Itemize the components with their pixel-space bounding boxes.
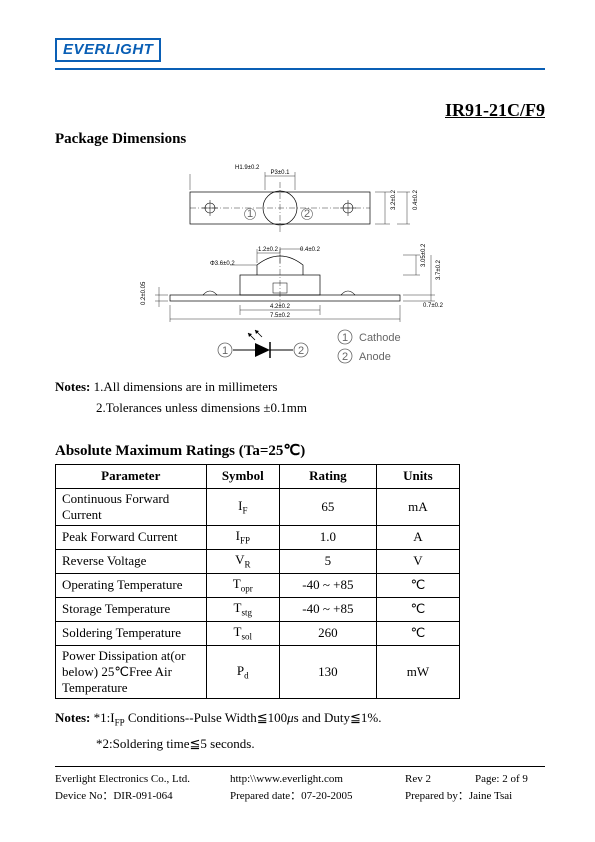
- table-row: Storage Temperature Tstg -40 ~ +85 ℃: [56, 597, 460, 621]
- svg-text:2: 2: [298, 345, 304, 357]
- anode-label: Anode: [359, 351, 391, 363]
- svg-text:2: 2: [304, 208, 310, 220]
- svg-text:0.4±0.2: 0.4±0.2: [413, 189, 419, 210]
- ratings-table: Parameter Symbol Rating Units Continuous…: [55, 464, 460, 699]
- svg-text:3.05±0.2: 3.05±0.2: [421, 243, 427, 267]
- table-row: Reverse Voltage VR 5 V: [56, 549, 460, 573]
- table-row: Peak Forward Current IFP 1.0 A: [56, 525, 460, 549]
- ratings-title: Absolute Maximum Ratings (Ta=25℃): [55, 441, 545, 460]
- footer-url: http:\\www.everlight.com: [230, 771, 405, 788]
- svg-text:0.7±0.2: 0.7±0.2: [423, 303, 444, 309]
- page-footer: Everlight Electronics Co., Ltd. http:\\w…: [55, 766, 545, 804]
- svg-text:1: 1: [222, 345, 228, 357]
- table-row: Continuous Forward Current IF 65 mA: [56, 488, 460, 525]
- table-row: Operating Temperature Topr -40 ~ +85 ℃: [56, 573, 460, 597]
- footer-rev: Rev 2: [405, 771, 475, 788]
- table-row: Soldering Temperature Tsol 260 ℃: [56, 621, 460, 645]
- svg-text:3.7±0.2: 3.7±0.2: [436, 259, 442, 280]
- svg-text:1: 1: [342, 332, 348, 344]
- footer-device: Device No：DIR-091-064: [55, 788, 230, 805]
- svg-text:1.2±0.2: 1.2±0.2: [258, 247, 279, 253]
- svg-text:0.2±0.05: 0.2±0.05: [141, 281, 147, 305]
- svg-text:H1.9±0.2: H1.9±0.2: [235, 165, 260, 171]
- table-footnotes: Notes: *1:IFP Conditions--Pulse Width≦10…: [55, 705, 545, 758]
- svg-text:P3±0.1: P3±0.1: [271, 170, 291, 176]
- package-notes: Notes: 1.All dimensions are in millimete…: [55, 377, 545, 419]
- package-dimensions-title: Package Dimensions: [55, 131, 545, 148]
- table-header-row: Parameter Symbol Rating Units: [56, 464, 460, 488]
- svg-text:7.5±0.2: 7.5±0.2: [270, 313, 291, 319]
- cathode-label: Cathode: [359, 332, 401, 344]
- footer-page: Page: 2 of 9: [475, 771, 528, 788]
- table-row: Power Dissipation at(or below) 25℃Free A…: [56, 645, 460, 698]
- package-dimensions-diagram: 1 2 H1.9±0.2 P3±0.1 3.2±0.2 0.4±0.2: [135, 152, 465, 367]
- everlight-logo: EVERLIGHT: [55, 38, 161, 62]
- footer-company: Everlight Electronics Co., Ltd.: [55, 771, 230, 788]
- header-rule: [55, 68, 545, 70]
- svg-text:Φ3.6±0.2: Φ3.6±0.2: [210, 261, 235, 267]
- part-number: IR91-21C/F9: [55, 100, 545, 121]
- footer-preparedby: Prepared by：Jaine Tsai: [405, 788, 545, 805]
- svg-text:3.2±0.2: 3.2±0.2: [391, 189, 397, 210]
- svg-text:4.2±0.2: 4.2±0.2: [270, 304, 291, 310]
- footer-date: Prepared date：07-20-2005: [230, 788, 405, 805]
- svg-text:2: 2: [342, 351, 348, 363]
- svg-text:1: 1: [247, 208, 253, 220]
- svg-text:0.4±0.2: 0.4±0.2: [300, 247, 321, 253]
